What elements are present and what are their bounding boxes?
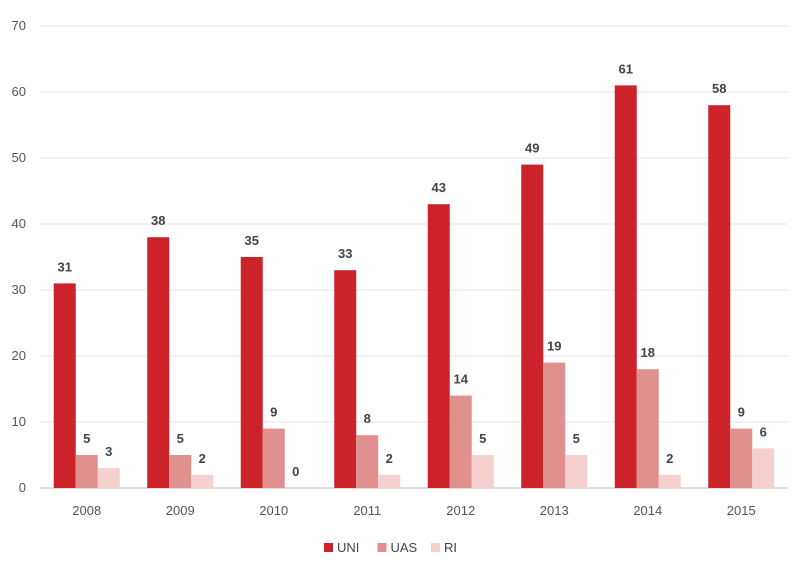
bar-ri-2012 [471,455,494,488]
y-tick-label: 40 [12,216,26,231]
bar-ri-2011 [378,474,401,488]
bar-uni-2013 [521,164,544,488]
data-label-ri-2013: 5 [573,431,580,446]
data-label-ri-2011: 2 [386,451,393,466]
legend-swatch-uni [324,543,333,552]
bar-uni-2014 [614,85,637,489]
data-label-uni-2011: 33 [338,246,352,261]
y-tick-label: 30 [12,282,26,297]
x-tick-label: 2015 [727,503,756,518]
data-label-uni-2012: 43 [432,180,446,195]
y-tick-label: 0 [19,480,26,495]
y-tick-label: 20 [12,348,26,363]
data-label-ri-2015: 6 [760,424,767,439]
legend-label-uni: UNI [337,540,359,555]
bar-uas-2014 [636,369,659,488]
bar-uas-2009 [169,455,192,488]
data-label-uas-2011: 8 [364,411,371,426]
bar-uas-2013 [543,362,566,488]
bar-uni-2009 [147,237,170,488]
bar-ri-2009 [191,474,214,488]
bar-uni-2008 [53,283,76,488]
x-axis: 2008 2009 2010 2011 2012 2013 2014 2015 [72,503,755,518]
bar-ri-2015 [752,448,775,488]
data-label-uas-2015: 9 [738,405,745,420]
bar-uni-2015 [708,105,731,488]
data-label-uni-2008: 31 [58,259,72,274]
data-label-ri-2010: 0 [292,464,299,479]
bar-uni-2011 [334,270,357,488]
data-label-uni-2015: 58 [712,81,726,96]
y-tick-label: 50 [12,150,26,165]
data-label-uas-2008: 5 [83,431,90,446]
y-tick-label: 60 [12,84,26,99]
bar-uas-2015 [730,428,753,488]
bar-uni-2010 [240,257,263,488]
data-label-ri-2008: 3 [105,444,112,459]
bar-ri-2013 [565,455,588,488]
bar-uas-2011 [356,435,379,488]
data-label-uas-2010: 9 [270,405,277,420]
x-tick-label: 2014 [633,503,662,518]
x-tick-label: 2011 [353,503,381,518]
x-tick-label: 2008 [72,503,101,518]
data-label-uas-2014: 18 [641,345,655,360]
y-tick-label: 70 [12,18,26,33]
data-label-ri-2009: 2 [199,451,206,466]
bar-ri-2008 [97,468,120,488]
data-label-uni-2009: 38 [151,213,165,228]
data-label-uni-2010: 35 [245,233,259,248]
legend-label-ri: RI [444,540,457,555]
data-label-uni-2014: 61 [619,61,633,76]
data-label-uas-2009: 5 [177,431,184,446]
data-label-uni-2013: 49 [525,141,539,156]
data-label-ri-2012: 5 [479,431,486,446]
data-label-uas-2013: 19 [547,339,561,354]
x-tick-label: 2009 [166,503,195,518]
bar-ri-2014 [658,474,681,488]
y-tick-label: 10 [12,414,26,429]
bar-uas-2008 [75,455,98,488]
legend-label-uas: UAS [391,540,418,555]
bars [53,85,775,489]
data-label-uas-2012: 14 [454,372,469,387]
bar-uas-2010 [262,428,285,488]
y-axis: 0 10 20 30 40 50 60 70 [12,18,26,495]
x-tick-label: 2012 [446,503,475,518]
x-tick-label: 2010 [259,503,288,518]
legend: UNI UAS RI [324,540,457,555]
data-label-ri-2014: 2 [666,451,673,466]
legend-swatch-ri [431,543,440,552]
x-tick-label: 2013 [540,503,569,518]
bar-uas-2012 [449,395,472,488]
bar-uni-2012 [427,204,450,488]
legend-swatch-uas [377,543,387,552]
